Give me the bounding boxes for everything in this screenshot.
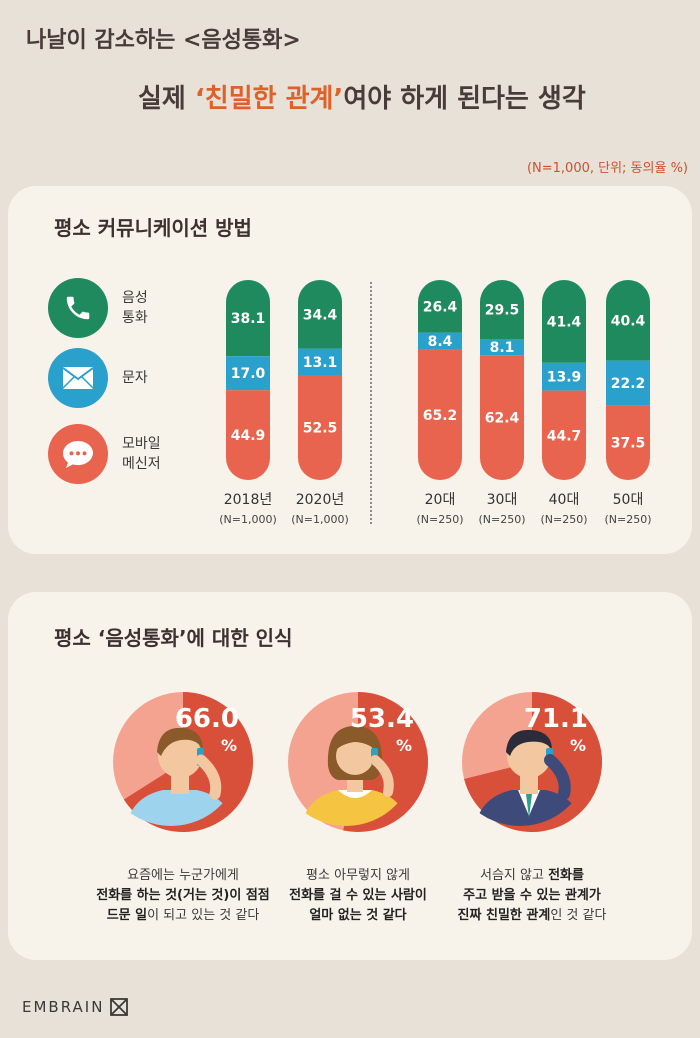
- bar-1: [298, 280, 342, 480]
- chat-bubble-icon: [48, 424, 108, 484]
- pie-percent-0: %: [221, 736, 238, 755]
- pie-chart-1: [288, 692, 428, 832]
- bar-label-5-1: 22.2: [611, 376, 646, 392]
- pie-percent-1: %: [396, 736, 413, 755]
- pie-percent-2: %: [570, 736, 587, 755]
- bar-label-0-0: 38.1: [231, 311, 266, 327]
- subtitle-pre: 실제: [138, 84, 195, 114]
- bar-label-0-2: 44.9: [231, 428, 266, 444]
- brand-logo: EMBRAIN: [22, 998, 129, 1016]
- bar-segment-1-2: [298, 375, 342, 480]
- bar-label-1-1: 13.1: [303, 355, 338, 371]
- category-sublabel-0: (N=1,000): [219, 513, 277, 526]
- bar-label-2-2: 65.2: [423, 408, 458, 424]
- bar-label-3-2: 62.4: [485, 411, 520, 427]
- bar-label-1-0: 34.4: [303, 307, 338, 323]
- brand-mark-icon: [110, 998, 129, 1016]
- page-subtitle: 실제 ‘친밀한 관계’여야 하게 된다는 생각: [138, 78, 586, 115]
- communication-panel: 평소 커뮤니케이션 방법 음성 통화 문자 모바일 메신저 38.1 17.0 44.9…: [8, 186, 692, 554]
- bar-segment-2-2: [418, 349, 462, 480]
- bar-segment-0-0: [226, 280, 270, 357]
- bar-segment-5-1: [606, 360, 650, 406]
- perception-panel: 평소 ‘음성통화’에 대한 인식 66.0% 요즘에는 누군가에게 전화를 하는 것…: [8, 592, 692, 960]
- pie-caption-2: 서슴지 않고 전화를 주고 받을 수 있는 관계가 진짜 친밀한 관계인 것 같다: [457, 868, 607, 924]
- envelope-icon: [48, 348, 108, 408]
- bar-label-4-2: 44.7: [547, 428, 582, 444]
- bar-segment-3-0: [480, 280, 524, 339]
- businessman-on-phone-figure: [474, 729, 584, 826]
- bar-segment-1-1: [298, 348, 342, 375]
- subtitle-highlight: ‘친밀한 관계’: [194, 84, 344, 114]
- bar-label-5-2: 37.5: [611, 436, 646, 452]
- bar-label-1-2: 52.5: [303, 421, 338, 437]
- bar-segment-4-2: [542, 390, 586, 480]
- category-sublabel-4: (N=250): [540, 513, 587, 526]
- bar-segment-2-1: [418, 332, 462, 350]
- chart-divider: [370, 282, 372, 524]
- pie-value-0: 66.0: [174, 704, 239, 734]
- category-sublabel-3: (N=250): [478, 513, 525, 526]
- bar-label-4-0: 41.4: [547, 314, 582, 330]
- communication-panel-title: 평소 커뮤니케이션 방법: [54, 216, 252, 240]
- bar-segment-0-2: [226, 390, 270, 480]
- bar-segment-2-0: [418, 280, 462, 333]
- phone-icon: [48, 278, 108, 338]
- bar-segment-0-1: [226, 356, 270, 391]
- bar-label-0-1: 17.0: [231, 366, 266, 382]
- bar-3: [480, 280, 524, 480]
- pie-value-2: 71.1: [523, 704, 588, 734]
- legend-mobile-label: 모바일 메신저: [122, 435, 161, 472]
- brand-name: EMBRAIN: [22, 998, 105, 1016]
- bar-segment-4-1: [542, 362, 586, 391]
- unit-note: (N=1,000, 단위; 동의율 %): [526, 161, 688, 176]
- pie-caption-1: 평소 아무렇지 않게 전화를 걸 수 있는 사람이 얼마 없는 것 같다: [289, 868, 427, 924]
- bar-2: [418, 280, 462, 480]
- legend-text-label: 문자: [122, 369, 148, 386]
- bar-label-5-0: 40.4: [611, 313, 646, 329]
- category-sublabel-5: (N=250): [604, 513, 651, 526]
- legend-mobile: 모바일 메신저: [48, 424, 182, 484]
- category-sublabel-2: (N=250): [416, 513, 463, 526]
- bar-segment-3-1: [480, 339, 524, 356]
- pie-caption-0: 요즘에는 누군가에게 전화를 하는 것(거는 것)이 점점 드문 일이 되고 있는 …: [96, 868, 270, 924]
- bar-label-3-0: 29.5: [485, 303, 520, 319]
- legend-voice: 음성 통화: [48, 278, 182, 338]
- bar-label-2-0: 26.4: [423, 299, 458, 315]
- category-label-1: 2020년: [296, 492, 345, 508]
- bar-segment-1-0: [298, 280, 342, 349]
- bar-label-4-1: 13.9: [547, 370, 582, 386]
- perception-panel-title: 평소 ‘음성통화’에 대한 인식: [54, 626, 293, 650]
- bar-0: [226, 280, 270, 480]
- woman-on-phone-figure: [300, 726, 410, 826]
- bar-segment-4-0: [542, 280, 586, 363]
- category-label-2: 20대: [425, 492, 456, 508]
- bar-label-3-1: 8.1: [490, 340, 515, 356]
- category-label-3: 30대: [487, 492, 518, 508]
- bar-4: [542, 280, 586, 480]
- category-label-5: 50대: [613, 492, 644, 508]
- page-title: 나날이 감소하는 <음성통화>: [26, 28, 301, 53]
- subtitle-post: 여야 하게 된다는 생각: [343, 84, 586, 114]
- bar-label-2-1: 8.4: [428, 334, 453, 350]
- bar-segment-5-2: [606, 405, 650, 480]
- legend-text: 문자: [48, 348, 182, 408]
- category-label-4: 40대: [549, 492, 580, 508]
- stacked-bar-chart: 38.1 17.0 44.9 2018년 (N=1,000) 34.4 13.1 52.5 20…: [219, 280, 652, 526]
- pie-value-1: 53.4: [349, 704, 414, 734]
- legend-voice-label: 음성 통화: [122, 289, 148, 326]
- category-sublabel-1: (N=1,000): [291, 513, 349, 526]
- pie-chart-0: [113, 692, 254, 832]
- bar-segment-5-0: [606, 280, 650, 361]
- category-label-0: 2018년: [224, 492, 273, 508]
- bar-5: [606, 280, 650, 480]
- pie-chart-2: [462, 692, 602, 832]
- bar-segment-3-2: [480, 355, 524, 480]
